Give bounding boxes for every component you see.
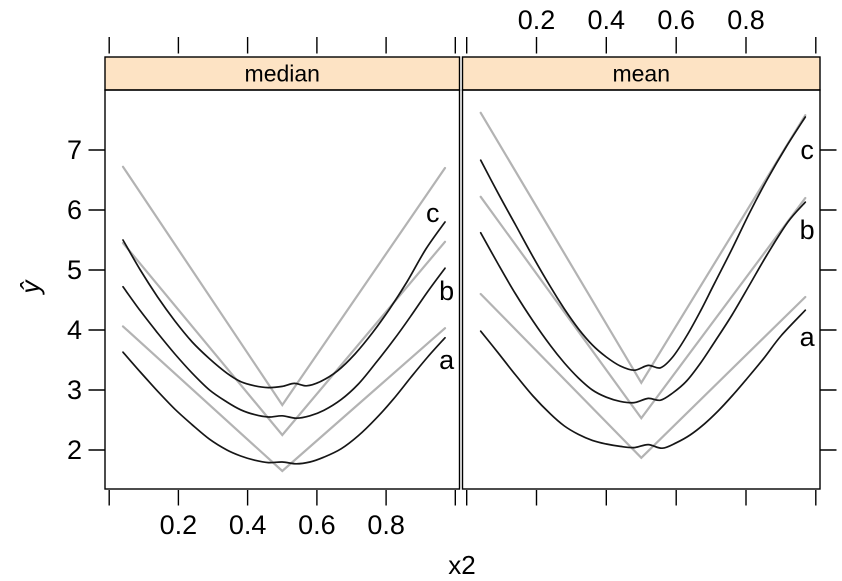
bottom-axis-tick-label: 0.2	[160, 510, 198, 540]
y-axis-title: ŷ	[15, 279, 45, 296]
left-axis-tick-label: 2	[67, 435, 82, 465]
median-curve-label-c: c	[426, 198, 440, 228]
median-smooth-c	[122, 221, 446, 389]
strip-median	[104, 56, 461, 91]
strip-label-median: median	[245, 61, 320, 87]
mean-reference-v-b	[479, 195, 807, 421]
top-axis-tick-label: 0.6	[657, 5, 695, 35]
top-axis-tick-label: 0.8	[727, 5, 765, 35]
mean-reference-v-c	[479, 111, 807, 385]
mean-curve-label-b: b	[800, 215, 815, 245]
bottom-axis-tick-label: 0.4	[229, 510, 267, 540]
median-curve-label-b: b	[439, 276, 454, 306]
x-axis-title: x2	[448, 550, 475, 580]
median-smooth-a	[122, 336, 446, 465]
mean-curve-label-a: a	[800, 322, 816, 352]
left-axis-tick-label: 3	[67, 375, 82, 405]
median-reference-v-a	[121, 325, 447, 473]
left-axis-tick-label: 5	[67, 255, 82, 285]
panel-border-mean	[461, 89, 821, 490]
left-axis-tick-label: 7	[67, 135, 82, 165]
panel-median	[121, 165, 447, 473]
median-reference-v-c	[121, 165, 447, 407]
bottom-axis-tick-label: 0.8	[367, 510, 405, 540]
panel-mean	[479, 111, 807, 460]
median-curve-label-a: a	[439, 345, 455, 375]
mean-smooth-c	[479, 116, 807, 372]
strip-label-mean: mean	[612, 61, 670, 87]
mean-smooth-b	[479, 201, 807, 404]
top-axis-tick-label: 0.2	[518, 5, 556, 35]
left-axis-tick-label: 6	[67, 195, 82, 225]
mean-reference-v-a	[479, 292, 807, 460]
mean-smooth-a	[479, 309, 807, 450]
bottom-axis-tick-label: 0.6	[298, 510, 336, 540]
panel-border-median	[104, 89, 461, 490]
median-smooth-b	[122, 267, 446, 420]
top-axis-tick-label: 0.4	[588, 5, 626, 35]
left-axis-tick-label: 4	[67, 315, 82, 345]
mean-curve-label-c: c	[800, 135, 814, 165]
strip-mean	[461, 56, 821, 91]
